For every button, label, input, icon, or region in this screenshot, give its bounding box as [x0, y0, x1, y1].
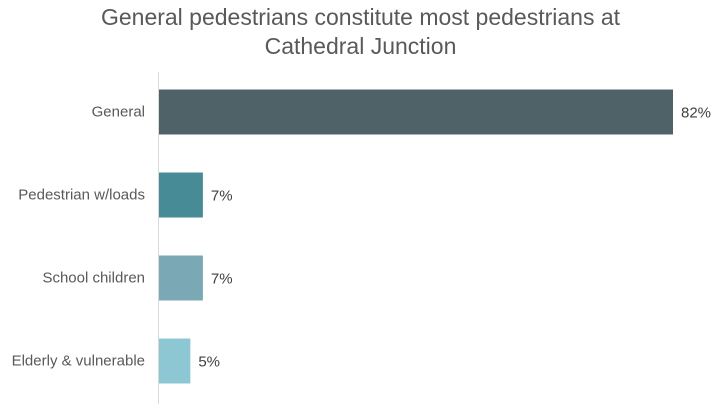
category-label-3: Elderly & vulnerable: [12, 353, 145, 370]
value-label-0: 82%: [681, 105, 711, 122]
value-label-1: 7%: [211, 188, 233, 205]
category-label-0: General: [92, 104, 145, 121]
category-label-1: Pedestrian w/loads: [18, 187, 145, 204]
bar-0: [159, 89, 673, 135]
chart-title-line-2: Cathedral Junction: [264, 33, 457, 59]
bar-3: [159, 338, 191, 384]
value-label-2: 7%: [211, 271, 233, 288]
bars-group: General 82% Pedestrian w/loads 7% School chi…: [12, 89, 711, 384]
value-label-3: 5%: [198, 354, 220, 371]
chart-title-line-1: General pedestrians constitute most pede…: [100, 4, 621, 30]
chart-title: General pedestrians constitute most pede…: [0, 3, 721, 61]
bar-2: [159, 255, 203, 301]
bar-1: [159, 172, 203, 218]
category-label-2: School children: [42, 270, 145, 287]
